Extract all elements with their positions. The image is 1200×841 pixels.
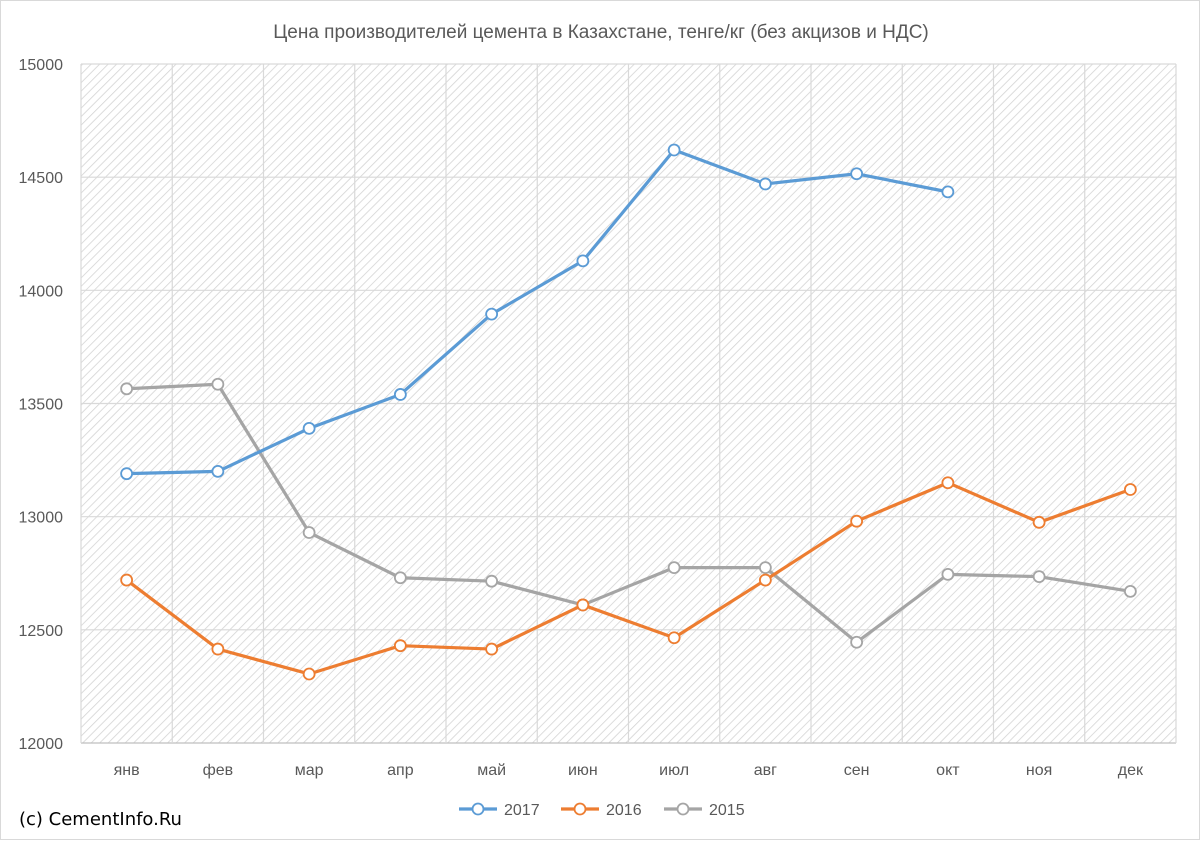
data-point-2015 [211, 377, 225, 391]
data-point-2015 [1123, 584, 1137, 598]
data-point-2017 [667, 143, 681, 157]
y-tick-label: 15000 [19, 57, 64, 74]
x-tick-label: июн [568, 762, 598, 779]
data-point-2015 [941, 567, 955, 581]
data-point-2015 [302, 526, 316, 539]
y-tick-label: 13000 [19, 510, 64, 527]
data-point-2016 [850, 514, 864, 528]
data-point-2016 [941, 476, 955, 490]
data-point-2016 [758, 573, 772, 587]
x-axis-ticks: янв фев мар апр май июн июл авг сен окт ноя дек [114, 762, 1144, 779]
x-tick-label: сен [844, 762, 870, 779]
data-point-2015 [393, 571, 407, 585]
data-point-2016 [1032, 515, 1046, 529]
data-point-2016 [302, 667, 316, 681]
chart-title: Цена производителей цемента в Казахстане… [273, 22, 929, 43]
data-point-2017 [120, 467, 134, 481]
legend-label-2015: 2015 [709, 802, 745, 819]
data-point-2017 [485, 307, 499, 321]
data-point-2017 [758, 177, 772, 191]
data-point-2016 [1123, 483, 1137, 496]
series-lines [120, 143, 1137, 681]
data-point-2017 [393, 388, 407, 401]
x-tick-label: фев [203, 762, 234, 779]
y-tick-label: 14000 [19, 283, 64, 300]
x-tick-label: дек [1118, 762, 1144, 779]
data-point-2017 [850, 167, 864, 181]
x-tick-label: окт [936, 762, 960, 779]
legend-marker-2015 [676, 802, 690, 816]
legend-label-2017: 2017 [504, 802, 540, 819]
y-tick-label: 14500 [19, 170, 64, 187]
data-point-2017 [211, 464, 225, 478]
series-line-2015 [125, 382, 1132, 644]
y-tick-label: 12500 [19, 623, 64, 640]
data-point-2015 [758, 561, 772, 574]
legend-label-2016: 2016 [606, 802, 642, 819]
x-tick-label: апр [387, 762, 414, 779]
data-point-2015 [485, 574, 499, 588]
series-line-2016 [125, 481, 1132, 676]
copyright-text: (c) CementInfo.Ru [19, 809, 182, 830]
legend-marker-2016 [573, 802, 587, 816]
series-line-2017 [125, 148, 950, 476]
legend-marker-2017 [471, 802, 485, 816]
x-tick-label: май [477, 762, 506, 779]
data-point-2016 [120, 573, 134, 587]
x-tick-label: янв [114, 762, 140, 779]
data-point-2016 [211, 642, 225, 656]
legend: 2017 2016 2015 [459, 802, 745, 819]
data-point-2017 [576, 254, 590, 268]
x-tick-label: авг [754, 762, 777, 779]
data-point-2016 [393, 639, 407, 653]
y-tick-label: 12000 [19, 736, 64, 753]
data-point-2016 [667, 631, 681, 645]
data-point-2015 [850, 635, 864, 649]
data-point-2016 [576, 598, 590, 612]
data-point-2015 [120, 382, 134, 396]
data-point-2015 [667, 561, 681, 574]
grid-lines [80, 63, 1177, 744]
data-point-2017 [302, 421, 316, 435]
y-axis-ticks: 12000 12500 13000 13500 14000 14500 15000 [19, 57, 64, 753]
data-point-2016 [485, 642, 499, 656]
data-point-2017 [941, 185, 955, 199]
x-tick-label: ноя [1026, 762, 1052, 779]
x-tick-label: июл [659, 762, 689, 779]
x-tick-label: мар [295, 762, 324, 779]
data-point-2015 [1032, 570, 1046, 584]
y-tick-label: 13500 [19, 397, 64, 414]
